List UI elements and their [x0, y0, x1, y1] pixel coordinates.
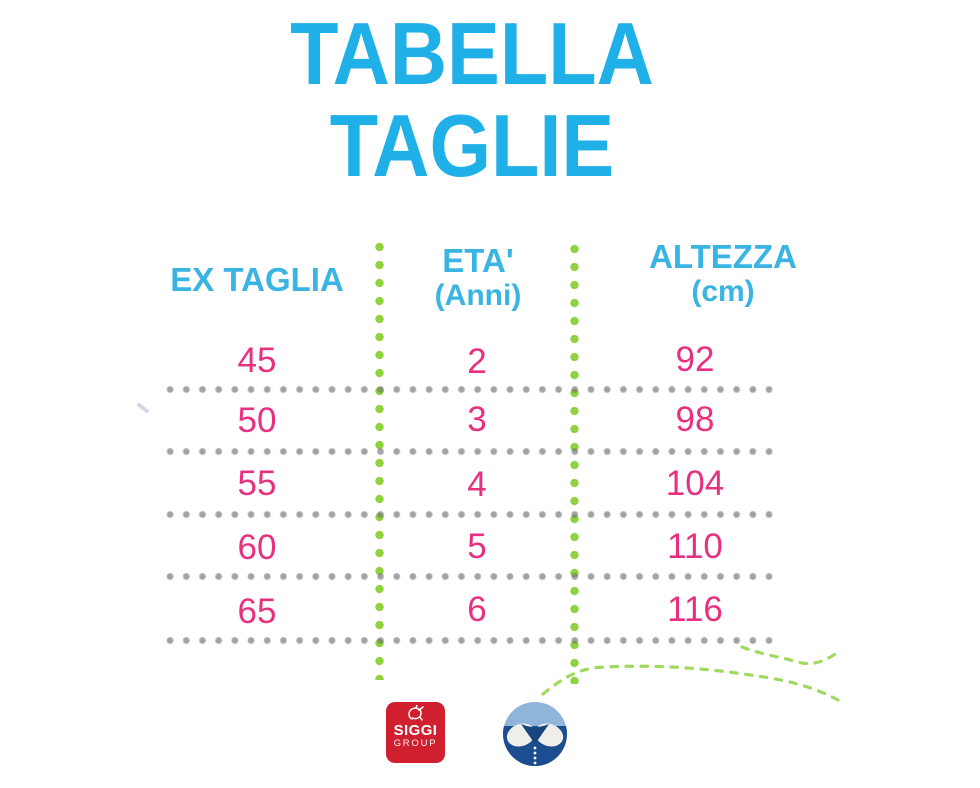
school-smock-collar-icon: [503, 702, 567, 766]
row-separator-dotted-line: [162, 572, 774, 581]
scan-artifact-mark: [136, 402, 150, 414]
table-cell-age: 5: [467, 527, 487, 566]
table-cell-size: 45: [237, 341, 277, 380]
table-cell-height: 110: [667, 527, 723, 566]
table-cell-height: 104: [665, 464, 725, 503]
column-header-label: EX TAGLIA: [170, 261, 344, 298]
row-separator-dotted-line: [162, 510, 774, 519]
table-cell-size: 65: [237, 592, 277, 631]
column-header-label: ALTEZZA: [649, 238, 797, 275]
table-cell-size: 60: [237, 528, 277, 567]
table-cell-size: 50: [237, 401, 277, 440]
siggi-logo-text: SIGGI: [393, 722, 438, 739]
table-cell-height: 98: [675, 400, 715, 439]
decorative-dashed-swoosh: [541, 645, 842, 702]
table-cell-height: 92: [675, 340, 715, 379]
column-header-sublabel: (cm): [691, 275, 755, 308]
table-cell-age: 4: [467, 465, 487, 504]
page-title: TABELLA TAGLIE: [47, 8, 897, 192]
table-cell-age: 6: [467, 590, 487, 629]
column-header-altezza: ALTEZZA (cm): [598, 239, 848, 309]
siggi-doodle-icon: [386, 704, 445, 723]
row-separator-dotted-line: [162, 447, 774, 456]
page-title-line1: TABELLA: [290, 4, 654, 103]
column-header-eta: ETA' (Anni): [353, 243, 603, 313]
column-header-sublabel: (Anni): [434, 279, 522, 312]
table-cell-age: 3: [467, 400, 487, 439]
row-separator-dotted-line: [162, 636, 774, 645]
table-cell-size: 55: [237, 464, 277, 503]
column-divider-dotted-line: [375, 238, 384, 680]
siggi-group-logo: SIGGI GROUP: [386, 702, 445, 763]
siggi-logo-subtext: GROUP: [393, 738, 438, 749]
column-divider-dotted-line: [570, 240, 579, 684]
table-cell-age: 2: [467, 342, 487, 381]
column-header-label: ETA': [442, 242, 514, 279]
table-cell-height: 116: [667, 590, 723, 629]
page-title-line2: TAGLIE: [329, 96, 615, 195]
row-separator-dotted-line: [162, 385, 774, 394]
column-header-ex-taglia: EX TAGLIA: [132, 262, 382, 298]
